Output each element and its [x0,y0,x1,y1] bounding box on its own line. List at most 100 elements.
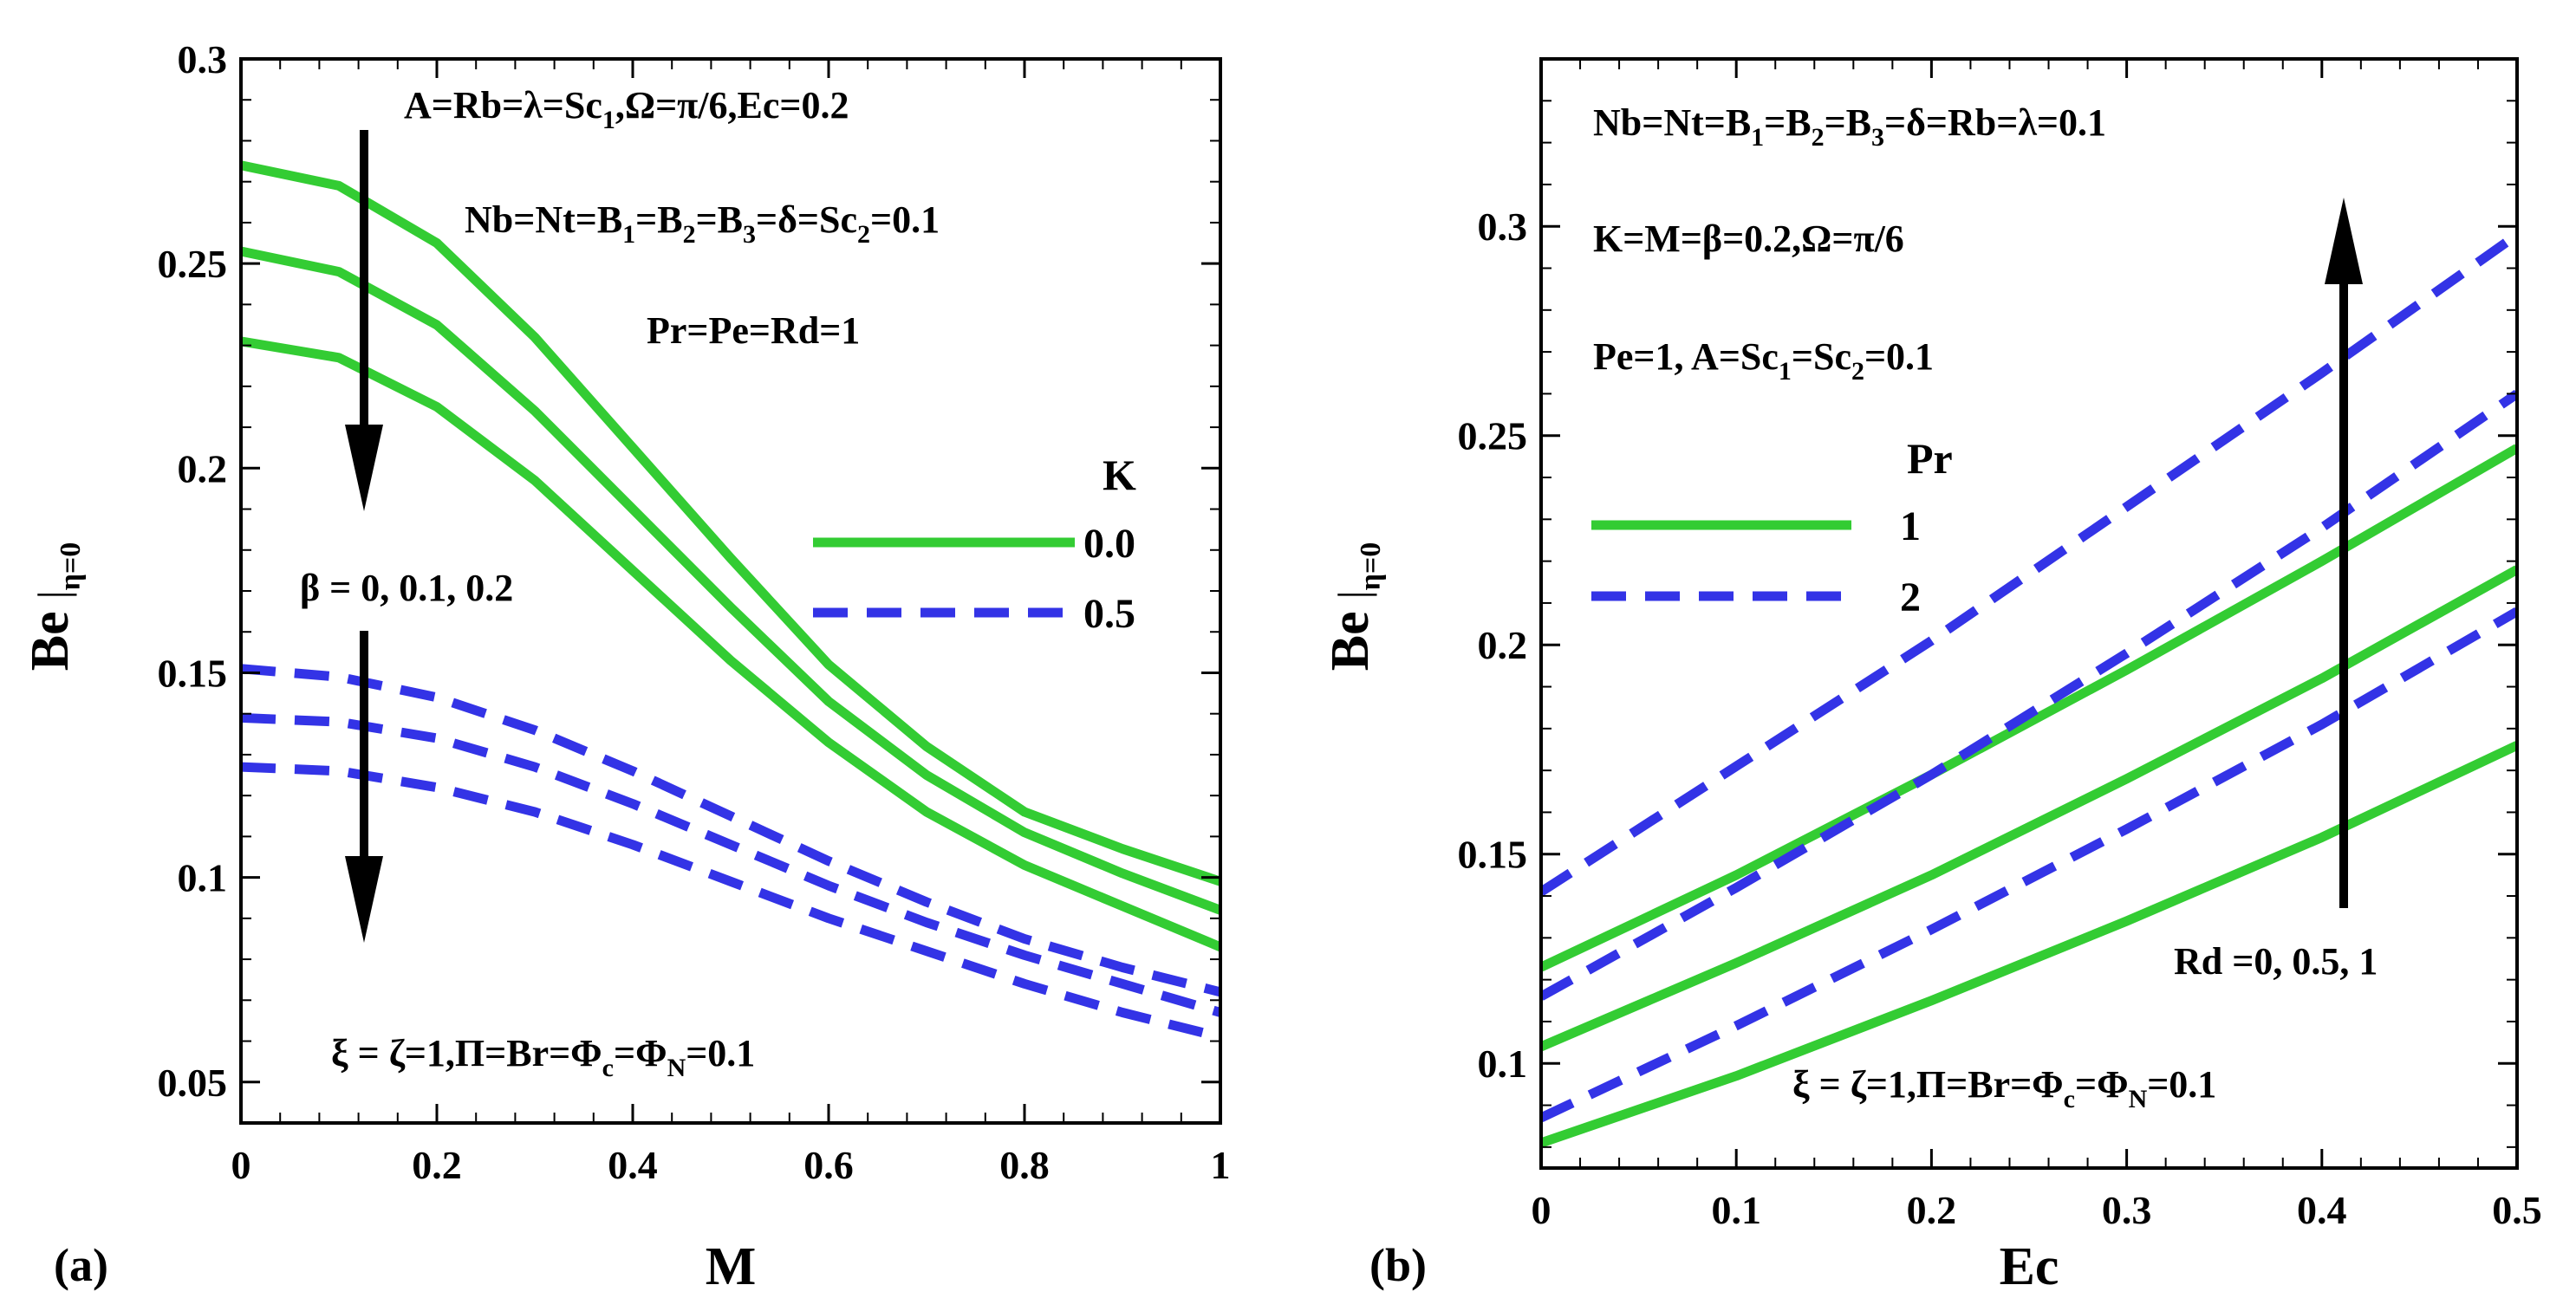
text-run: A=Rb=λ=Sc [404,84,602,127]
text-run: Nb=Nt=B [465,198,622,241]
text-run: =0.1 [1864,335,1934,378]
x-tick-label: 0.6 [803,1143,854,1187]
series-line-6 [1541,230,2517,896]
text-run: =Φ [614,1032,667,1074]
annotation: β = 0, 0.1, 0.2 [300,567,513,609]
subscript: 1 [622,220,635,249]
subscript: 2 [857,220,870,249]
y-axis-title-bar: | [29,590,77,599]
series-line-5 [1541,389,2517,1001]
annotation: A=Rb=λ=Sc1,Ω=π/6,Ec=0.2 [404,84,849,134]
x-tick-label: 0 [231,1143,251,1187]
x-tick-label: 0 [1532,1188,1551,1232]
y-axis-title-subscript: η=0 [55,542,87,591]
text-run: Pe=1, A=Sc [1593,335,1779,378]
plot-frame [1539,57,2519,1170]
text-run: =δ=Rb=λ=0.1 [1884,101,2106,144]
subscript: N [667,1054,686,1082]
x-tick-label: 0.8 [999,1143,1050,1187]
text-run: =0.1 [870,198,940,241]
annotation: ξ = ζ=1,Π=Br=Φc=ΦN=0.1 [331,1032,755,1082]
arrow-head [2325,198,2363,284]
text-run: =Φ [2075,1063,2129,1106]
x-axis-title: M [706,1237,757,1296]
y-tick-label: 0.15 [158,651,228,695]
legend-label: 2 [1900,574,1921,620]
subscript: 2 [1812,123,1825,152]
subscript: c [602,1054,614,1082]
text-run: =0.1 [686,1032,755,1074]
subscript: N [2129,1085,2148,1113]
y-tick-label: 0.25 [158,242,228,286]
series-line-3 [241,336,1220,951]
subscript: 1 [602,106,615,134]
annotation: ξ = ζ=1,Π=Br=Φc=ΦN=0.1 [1792,1063,2216,1113]
y-tick-label: 0.25 [1458,414,1528,458]
text-run: Pr=Pe=Rd=1 [647,309,860,352]
legend-label: 0.5 [1083,591,1135,637]
y-tick-label: 0.05 [158,1061,228,1105]
y-tick-label: 0.2 [1478,623,1528,667]
text-run: Rd =0, 0.5, 1 [2174,940,2378,983]
legend-label: 1 [1900,503,1921,549]
series-line-5 [241,712,1220,1017]
series-line-1 [1541,741,2517,1148]
y-axis-title-bar: | [1329,590,1377,599]
text-run: ,Ω=π/6,Ec=0.2 [615,84,849,127]
y-tick-label: 0.15 [1458,833,1528,877]
text-run: =δ=Sc [756,198,857,241]
subscript: c [2064,1085,2075,1113]
y-axis-title-main: Be [21,611,80,671]
text-run: β = 0, 0.1, 0.2 [300,567,513,609]
subscript: 2 [683,220,696,249]
text-run: ξ = ζ=1,Π=Br=Φ [1792,1063,2064,1106]
y-axis-title-main: Be [1321,611,1380,671]
series-line-2 [241,246,1220,915]
panel-label: (a) [54,1239,108,1291]
series-line-3 [1541,444,2517,972]
legend-title: Pr [1907,434,1953,483]
subscript: 1 [1751,123,1764,152]
text-run: =B [635,198,682,241]
x-axis-title: Ec [2000,1237,2059,1296]
annotation: Rd =0, 0.5, 1 [2174,940,2378,983]
y-tick-label: 0.1 [1478,1042,1528,1086]
text-run: ξ = ζ=1,Π=Br=Φ [331,1032,602,1074]
annotation: Pr=Pe=Rd=1 [647,309,860,352]
annotation: K=M=β=0.2,Ω=π/6 [1593,217,1904,260]
y-axis-title: Be |η=0 [1321,542,1387,672]
y-tick-label: 0.3 [1478,204,1528,249]
legend-title: K [1103,451,1136,499]
text-run: Nb=Nt=B [1593,101,1751,144]
series-line-6 [241,762,1220,1042]
series-line-4 [241,664,1220,997]
chart-panel-a: 0 0.2 0.4 0.6 0.8 1 0.05 0.1 0.15 0.2 0.25 0.3 M Be |η… [21,37,1231,1296]
arrow-head [345,856,383,943]
y-axis-title: Be |η=0 [21,542,87,672]
text-run: K=M=β=0.2,Ω=π/6 [1593,217,1904,260]
x-tick-label: 0.3 [2102,1188,2152,1232]
x-tick-label: 0.4 [608,1143,658,1187]
text-run: =0.1 [2147,1063,2216,1106]
text-run: =B [1764,101,1811,144]
annotation: Nb=Nt=B1=B2=B3=δ=Rb=λ=0.1 [1593,101,2106,152]
text-run: =Sc [1792,335,1851,378]
x-tick-label: 0.2 [412,1143,462,1187]
text-run: =B [1825,101,1871,144]
subscript: 3 [1871,123,1884,152]
x-tick-label: 0.4 [2297,1188,2347,1232]
y-tick-label: 0.3 [178,37,228,81]
arrow-head [345,425,383,511]
subscript: 1 [1779,357,1792,386]
y-tick-label: 0.1 [178,856,228,900]
chart-panel-b: 0 0.1 0.2 0.3 0.4 0.5 0.1 0.15 0.2 0.25 0.3 Ec Be |η=… [1321,57,2542,1296]
subscript: 2 [1851,357,1864,386]
x-tick-label: 1 [1211,1143,1231,1187]
annotation: Nb=Nt=B1=B2=B3=δ=Sc2=0.1 [465,198,940,249]
legend-label: 0.0 [1083,521,1135,567]
x-tick-label: 0.2 [1907,1188,1957,1232]
y-tick-label: 0.2 [178,446,228,490]
subscript: 3 [743,220,756,249]
series-line-1 [241,160,1220,886]
